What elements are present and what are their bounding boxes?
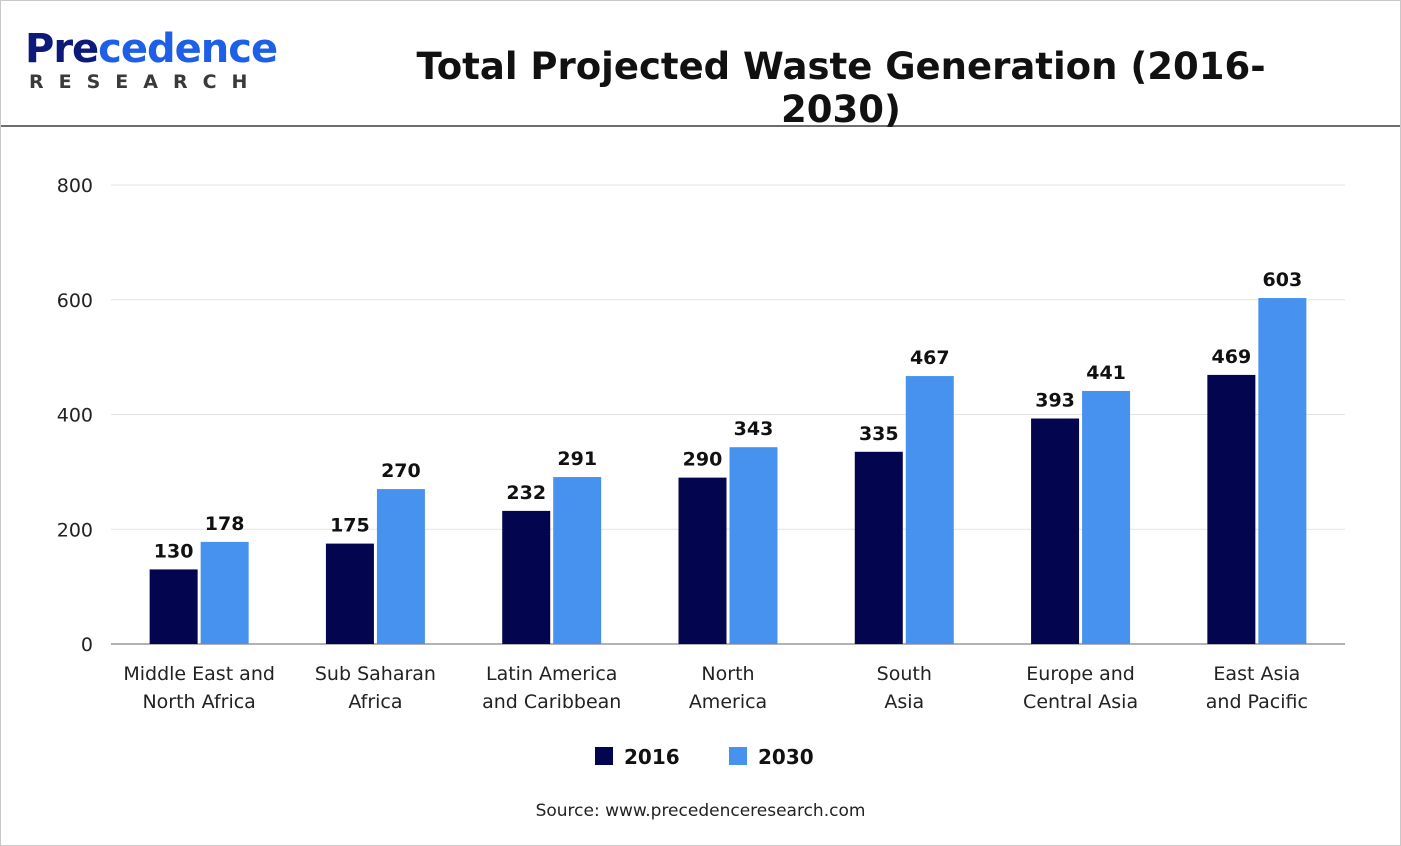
- bar-2030: [553, 477, 602, 644]
- logo-text-dark: Pre: [25, 26, 99, 72]
- bar-2030: [376, 489, 425, 644]
- precedence-research-logo: Precedence RESEARCH: [25, 26, 278, 93]
- source-note: Source: www.precedenceresearch.com: [535, 801, 866, 821]
- x-tick-label: and Pacific: [1206, 691, 1308, 713]
- data-label: 393: [1035, 390, 1075, 412]
- header: Precedence RESEARCH Total Projected Wast…: [1, 1, 1400, 131]
- legend-label: 2030: [758, 745, 814, 769]
- bar-2016: [854, 451, 903, 644]
- data-label: 467: [910, 347, 950, 369]
- x-tick-label: Asia: [884, 691, 924, 713]
- data-label: 290: [683, 449, 723, 471]
- x-tick-label: Central Asia: [1023, 691, 1138, 713]
- bar-2016: [325, 543, 374, 644]
- y-tick-label: 800: [57, 175, 93, 197]
- x-tick-label: Sub Saharan: [315, 663, 436, 685]
- data-label: 175: [330, 515, 370, 537]
- x-tick-label: Europe and: [1026, 663, 1135, 685]
- logo-subtitle: RESEARCH: [29, 71, 263, 93]
- data-label: 603: [1263, 269, 1303, 291]
- chart-title: Total Projected Waste Generation (2016-2…: [416, 45, 1266, 131]
- x-tick-label: North: [701, 663, 754, 685]
- legend-label: 2016: [624, 745, 680, 769]
- data-label: 343: [734, 418, 774, 440]
- data-label: 270: [381, 460, 421, 482]
- bar-2030: [1258, 298, 1307, 644]
- x-tick-label: America: [689, 691, 767, 713]
- x-tick-label: East Asia: [1213, 663, 1300, 685]
- y-tick-label: 400: [57, 405, 93, 427]
- y-tick-label: 0: [81, 634, 93, 656]
- bar-2016: [1207, 374, 1256, 644]
- x-tick-label: Latin America: [486, 663, 617, 685]
- bar-2016: [502, 510, 551, 644]
- data-label: 130: [154, 540, 194, 562]
- data-label: 232: [506, 482, 546, 504]
- data-label: 335: [859, 423, 899, 445]
- data-label: 441: [1086, 362, 1126, 384]
- x-tick-label: and Caribbean: [482, 691, 621, 713]
- x-tick-label: South: [877, 663, 932, 685]
- legend-swatch-2030: [729, 747, 747, 765]
- x-tick-label: Africa: [348, 691, 402, 713]
- bar-2030: [200, 541, 249, 644]
- y-tick-label: 200: [57, 519, 93, 541]
- bar-2030: [1082, 390, 1131, 644]
- legend-swatch-2016: [595, 747, 613, 765]
- x-tick-label: North Africa: [142, 691, 255, 713]
- logo-text-light: cedence: [98, 26, 278, 72]
- bar-2030: [905, 376, 954, 644]
- data-label: 178: [205, 513, 245, 535]
- bar-2016: [1031, 418, 1080, 644]
- bar-2016: [678, 477, 727, 644]
- data-label: 469: [1212, 346, 1252, 368]
- x-tick-label: Middle East and: [123, 663, 275, 685]
- data-label: 291: [557, 448, 597, 470]
- y-tick-label: 600: [57, 290, 93, 312]
- bar-2030: [729, 447, 778, 644]
- bar-2016: [149, 569, 198, 644]
